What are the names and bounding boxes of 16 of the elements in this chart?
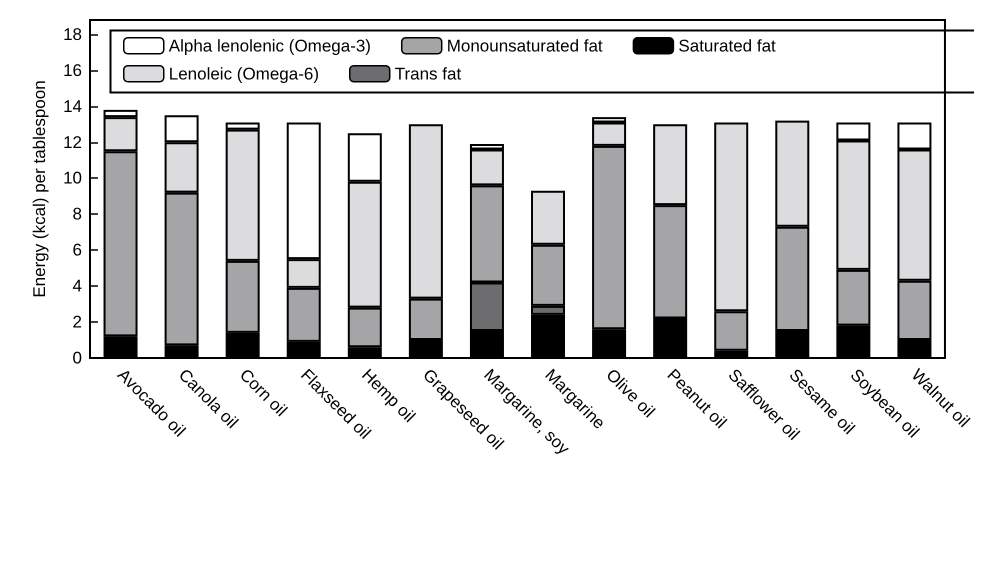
y-tick-label: 4 (72, 276, 82, 296)
y-tick-label: 12 (63, 132, 82, 152)
y-tick-label: 18 (63, 24, 82, 44)
legend-label: Trans fat (394, 64, 462, 84)
y-tick-label: 8 (72, 204, 82, 224)
y-tick-label: 0 (72, 348, 82, 368)
legend-label: Alpha lenolenic (Omega-3) (168, 36, 371, 56)
y-tick-label: 2 (72, 312, 82, 332)
y-tick-label: 14 (63, 96, 82, 116)
legend-label: Monounsaturated fat (446, 36, 603, 56)
y-tick-label: 6 (72, 240, 82, 260)
y-tick-label: 16 (63, 60, 82, 80)
legend-label: Lenoleic (Omega-6) (168, 64, 319, 84)
y-tick-label: 10 (63, 168, 82, 188)
y-axis-title: Energy (kcal) per tablespoon (30, 80, 49, 298)
legend-label: Saturated fat (678, 36, 776, 56)
